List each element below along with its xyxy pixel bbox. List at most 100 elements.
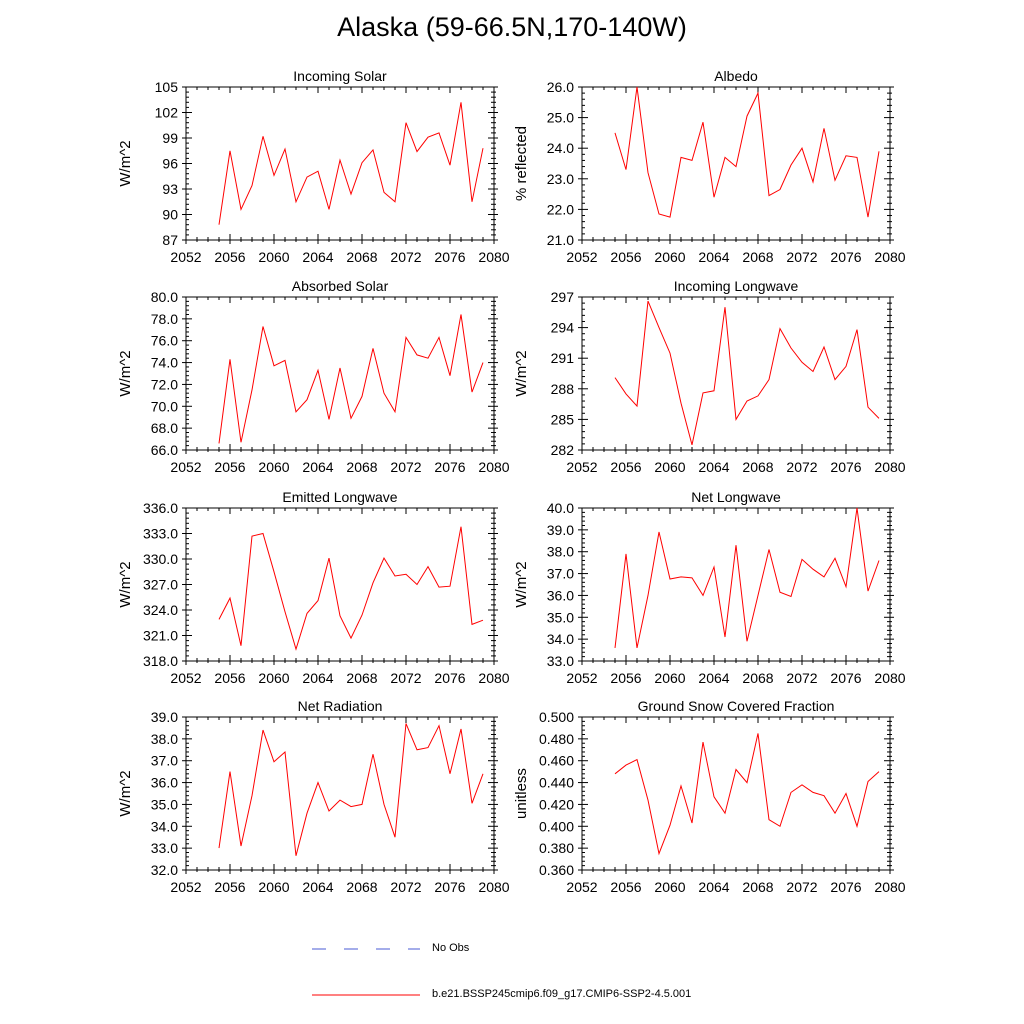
- x-tick-label: 2052: [170, 879, 201, 895]
- x-tick-label: 2052: [566, 459, 597, 475]
- y-tick-label: 0.420: [539, 796, 574, 812]
- x-tick-label: 2076: [434, 249, 465, 265]
- chart-panel-2: Albedo % reflected 2052 2056 2060 2064 2068 207…: [513, 68, 906, 265]
- x-tick-label: 2060: [654, 879, 685, 895]
- x-tick-label: 2056: [214, 670, 245, 686]
- x-tick-label: 2068: [346, 249, 377, 265]
- x-tick-label: 2064: [302, 459, 333, 475]
- x-tick-label: 2080: [874, 459, 905, 475]
- x-tick-label: 2056: [610, 249, 641, 265]
- y-tick-label: 288: [551, 381, 575, 397]
- y-tick-label: 294: [551, 320, 575, 336]
- x-tick-label: 2068: [742, 249, 773, 265]
- x-tick-label: 2068: [346, 459, 377, 475]
- y-tick-label: 105: [155, 79, 179, 95]
- y-tick-label: 68.0: [151, 420, 178, 436]
- y-tick-label: 336.0: [143, 500, 178, 516]
- series-line-1: [614, 507, 880, 649]
- x-tick-label: 2076: [830, 670, 861, 686]
- y-tick-label: 102: [155, 105, 179, 121]
- x-tick-label: 2068: [346, 879, 377, 895]
- x-tick-label: 2060: [654, 249, 685, 265]
- y-tick-label: 32.0: [151, 862, 178, 878]
- y-tick-label: 38.0: [547, 544, 574, 560]
- x-tick-label: 2064: [302, 249, 333, 265]
- x-tick-label: 2056: [214, 879, 245, 895]
- x-tick-label: 2064: [302, 879, 333, 895]
- y-tick-label: 0.400: [539, 818, 574, 834]
- y-tick-label: 23.0: [547, 171, 574, 187]
- chart-title: Net Radiation: [298, 698, 383, 714]
- y-tick-label: 36.0: [547, 587, 574, 603]
- y-tick-label: 24.0: [547, 140, 574, 156]
- x-tick-label: 2060: [654, 459, 685, 475]
- main-title: Alaska (59-66.5N,170-140W): [337, 12, 687, 42]
- x-tick-label: 2060: [258, 459, 289, 475]
- x-tick-label: 2064: [698, 670, 729, 686]
- y-axis-label: W/m^2: [117, 561, 134, 607]
- y-tick-label: 22.0: [547, 201, 574, 217]
- series-line-1: [614, 300, 880, 446]
- x-tick-label: 2056: [610, 459, 641, 475]
- x-tick-label: 2080: [874, 670, 905, 686]
- x-tick-label: 2060: [654, 670, 685, 686]
- x-tick-label: 2072: [786, 459, 817, 475]
- y-tick-label: 327.0: [143, 577, 178, 593]
- x-tick-label: 2080: [478, 670, 509, 686]
- x-tick-label: 2064: [698, 879, 729, 895]
- x-tick-label: 2064: [698, 249, 729, 265]
- x-tick-label: 2056: [610, 670, 641, 686]
- y-axis-label: W/m^2: [117, 770, 134, 816]
- series-line-1: [218, 314, 484, 444]
- y-tick-label: 38.0: [151, 731, 178, 747]
- x-tick-label: 2076: [434, 670, 465, 686]
- x-tick-label: 2076: [830, 879, 861, 895]
- x-tick-label: 2072: [390, 879, 421, 895]
- y-axis-label: W/m^2: [513, 561, 530, 607]
- chart-panel-4: Incoming Longwave W/m^2 2052 2056 2060 2064 20…: [513, 278, 906, 475]
- y-axis-label: % reflected: [513, 126, 530, 201]
- y-tick-label: 297: [551, 289, 575, 305]
- y-tick-label: 40.0: [547, 500, 574, 516]
- legend-obs-label: No Obs: [432, 942, 470, 954]
- x-tick-label: 2080: [874, 879, 905, 895]
- legend-model-label: b.e21.BSSP245cmip6.f09_g17.CMIP6-SSP2-4.…: [432, 988, 692, 1000]
- chart-title: Net Longwave: [691, 489, 781, 505]
- y-tick-label: 0.440: [539, 775, 574, 791]
- x-tick-label: 2052: [170, 459, 201, 475]
- y-tick-label: 87: [162, 232, 178, 248]
- y-tick-label: 34.0: [547, 631, 574, 647]
- x-tick-label: 2072: [390, 249, 421, 265]
- y-tick-label: 70.0: [151, 398, 178, 414]
- y-tick-label: 333.0: [143, 526, 178, 542]
- y-tick-label: 33.0: [547, 653, 574, 669]
- y-tick-label: 25.0: [547, 110, 574, 126]
- x-tick-label: 2064: [698, 459, 729, 475]
- chart-panel-6: Net Longwave W/m^2 2052 2056 2060 2064 2068 207…: [513, 489, 906, 686]
- y-axis-label: W/m^2: [117, 140, 134, 186]
- x-tick-label: 2080: [478, 249, 509, 265]
- x-tick-label: 2072: [786, 879, 817, 895]
- x-tick-label: 2052: [566, 879, 597, 895]
- series-line-1: [218, 102, 484, 225]
- y-tick-label: 21.0: [547, 232, 574, 248]
- x-tick-label: 2072: [786, 670, 817, 686]
- x-tick-label: 2060: [258, 670, 289, 686]
- x-tick-label: 2052: [170, 249, 201, 265]
- y-tick-label: 36.0: [151, 775, 178, 791]
- chart-panel-7: Net Radiation W/m^2 2052 2056 2060 2064 2068 20…: [117, 698, 510, 895]
- x-tick-label: 2056: [610, 879, 641, 895]
- x-tick-label: 2072: [786, 249, 817, 265]
- x-tick-label: 2076: [434, 459, 465, 475]
- chart-panel-8: Ground Snow Covered Fraction unitless 2052…: [513, 698, 906, 895]
- y-tick-label: 330.0: [143, 551, 178, 567]
- x-tick-label: 2068: [742, 879, 773, 895]
- x-tick-label: 2052: [170, 670, 201, 686]
- y-tick-label: 37.0: [547, 566, 574, 582]
- y-tick-label: 0.380: [539, 840, 574, 856]
- y-axis-label: W/m^2: [117, 350, 134, 396]
- chart-title: Absorbed Solar: [292, 278, 389, 294]
- y-tick-label: 324.0: [143, 602, 178, 618]
